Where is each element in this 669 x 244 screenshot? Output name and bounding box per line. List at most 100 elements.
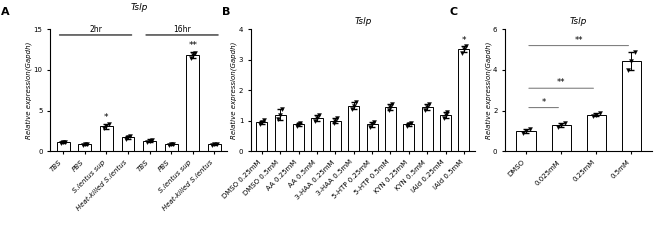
Point [459,47,470,51]
Point [622,68,633,72]
Point [556,123,567,127]
Point [383,108,394,112]
Point [365,125,375,129]
Bar [187,55,199,151]
Point [438,116,449,120]
Bar [165,144,178,151]
Point [401,124,412,128]
Point [310,119,320,123]
Text: 16hr: 16hr [173,25,191,34]
Bar [587,115,606,151]
Bar [349,105,359,151]
Point [125,134,136,138]
Point [440,113,451,117]
Point [587,114,598,118]
Point [80,142,90,146]
Bar [385,107,396,151]
Point [559,121,570,125]
Point [553,125,563,129]
Point [367,122,377,126]
Point [332,116,343,120]
Point [145,139,155,143]
Point [524,127,535,131]
Point [520,129,531,133]
Bar [312,118,322,151]
Text: A: A [1,7,9,17]
Y-axis label: Relative expression(Gapdh): Relative expression(Gapdh) [231,41,237,139]
Point [314,113,324,117]
Bar [440,115,451,151]
Title: Tslp: Tslp [570,17,587,26]
Point [369,120,379,124]
Point [460,44,471,48]
Text: B: B [221,7,230,17]
Text: *: * [104,112,108,122]
Point [626,59,637,63]
Point [349,103,359,107]
Point [403,122,414,126]
Bar [516,131,536,151]
Bar [551,125,571,151]
Point [630,50,640,54]
Bar [275,115,286,151]
Point [258,118,269,122]
Point [405,121,416,124]
Bar [100,126,113,151]
Bar [256,122,268,151]
Point [423,102,434,106]
Point [147,138,157,142]
Point [385,105,396,109]
Bar [293,124,304,151]
Point [255,122,266,126]
Text: *: * [462,36,466,44]
Point [387,102,397,106]
Point [168,142,179,146]
Bar [78,144,91,151]
Text: C: C [449,7,458,17]
Point [293,122,304,126]
Point [142,140,153,144]
Point [60,140,71,143]
Bar [208,144,221,151]
Point [442,110,453,113]
Text: **: ** [557,78,565,87]
Point [164,143,175,147]
Point [277,107,288,111]
Point [275,113,286,117]
Bar [421,107,433,151]
Bar [57,142,70,151]
Point [103,122,114,126]
Point [594,111,605,115]
Point [312,116,322,120]
Bar [122,137,134,151]
Point [166,142,177,146]
Point [292,124,302,128]
Bar [622,61,641,151]
Point [328,121,339,125]
Point [295,121,306,124]
Point [99,126,110,130]
Point [351,100,361,104]
Point [207,143,217,147]
Point [517,131,528,134]
Text: *: * [541,98,546,107]
Bar [143,141,156,151]
Title: Tslp: Tslp [355,17,371,26]
Point [190,51,201,55]
Bar [367,124,377,151]
Point [185,56,196,60]
Bar [330,121,341,151]
Point [347,107,357,111]
Point [422,105,433,109]
Point [256,120,267,124]
Point [591,113,601,117]
Text: **: ** [189,41,197,51]
Point [420,108,431,112]
Point [82,142,92,146]
Point [56,141,66,145]
Point [273,117,284,121]
Point [101,124,112,128]
Point [211,142,222,146]
Point [77,143,88,147]
Text: **: ** [575,36,583,44]
